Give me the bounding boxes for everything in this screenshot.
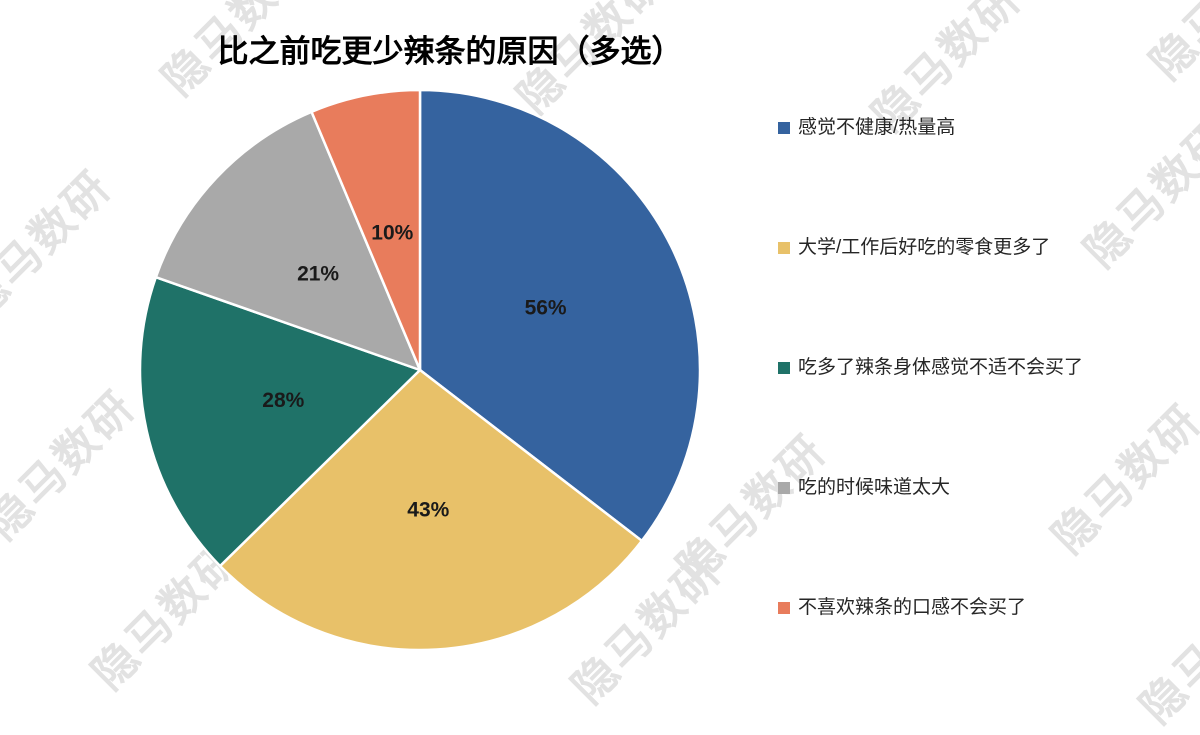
legend-item: 吃多了辣条身体感觉不适不会买了 bbox=[778, 356, 1083, 380]
legend-label: 吃多了辣条身体感觉不适不会买了 bbox=[798, 357, 1084, 378]
pie-slice-1 bbox=[418, 88, 702, 543]
legend-swatch bbox=[778, 482, 790, 494]
pie-slice-3 bbox=[138, 275, 422, 568]
legend: 感觉不健康/热量高大学/工作后好吃的零食更多了吃多了辣条身体感觉不适不会买了 吃的… bbox=[778, 0, 1198, 675]
legend-swatch bbox=[778, 602, 790, 614]
legend-label: 不喜欢辣条的口感不会买了 bbox=[798, 597, 1027, 618]
pie-slice-5 bbox=[310, 88, 422, 372]
legend-swatch bbox=[778, 242, 790, 254]
legend-label: 吃的时候味道太大 bbox=[798, 477, 951, 498]
legend-item: 不喜欢辣条的口感不会买了 bbox=[778, 596, 1026, 620]
pie-slice-label: 21% bbox=[297, 263, 339, 286]
pie-chart: 56% 43% 28% 21% 10% bbox=[138, 88, 702, 652]
legend-swatch bbox=[778, 122, 790, 134]
pie-slice-label: 10% bbox=[371, 221, 413, 244]
legend-item: 大学/工作后好吃的零食更多了 bbox=[778, 236, 1050, 260]
pie-slice-2 bbox=[218, 368, 644, 652]
legend-label: 感觉不健康/热量高 bbox=[798, 117, 956, 138]
legend-label: 大学/工作后好吃的零食更多了 bbox=[798, 237, 1051, 258]
chart-title: 比之前吃更少辣条的原因（多选） bbox=[217, 34, 683, 69]
legend-item: 感觉不健康/热量高 bbox=[778, 116, 955, 140]
pie-slice-4 bbox=[154, 110, 422, 372]
pie-slice-label: 28% bbox=[262, 389, 304, 412]
pie-slice-label: 56% bbox=[525, 297, 567, 320]
legend-swatch bbox=[778, 362, 790, 374]
legend-item: 吃的时候味道太大 bbox=[778, 476, 950, 500]
pie-slice-label: 43% bbox=[407, 498, 449, 521]
